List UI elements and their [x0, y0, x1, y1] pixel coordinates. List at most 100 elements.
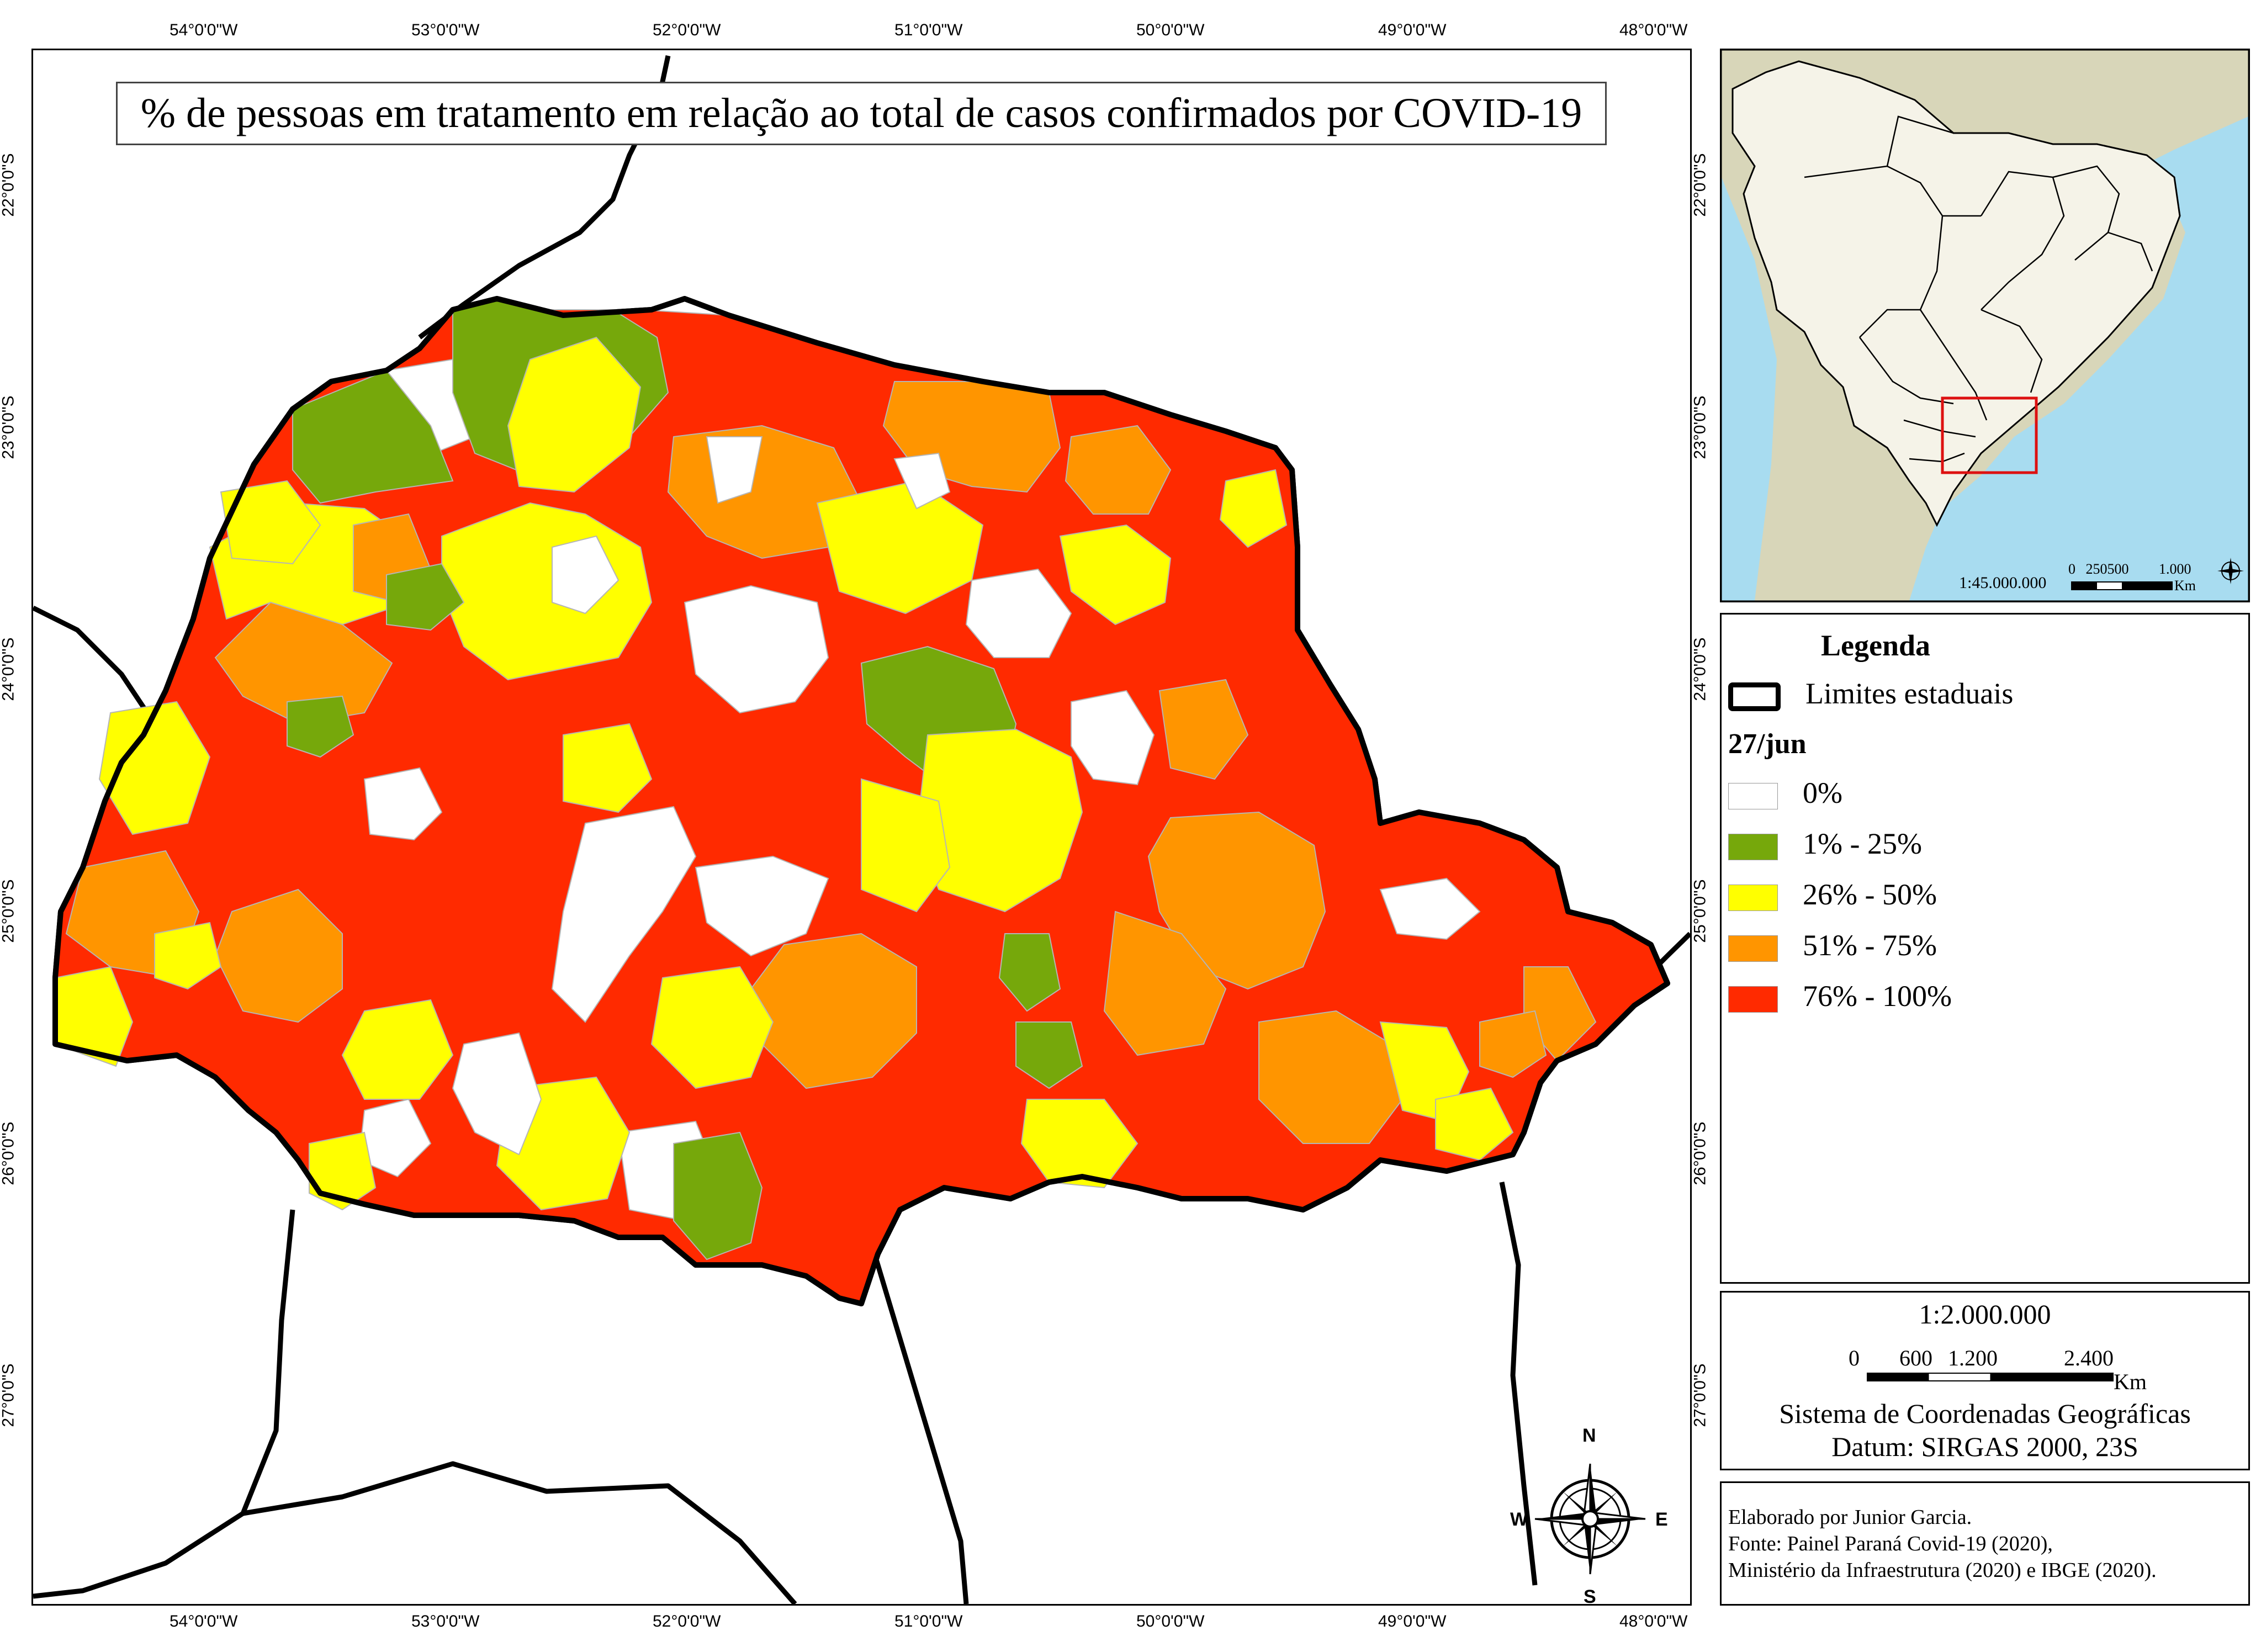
boundary-sc-mid — [859, 1209, 969, 1604]
lat-label-left-22: 22°0'0"S — [0, 153, 18, 217]
legend-class-row: 1% - 25% — [1728, 825, 1922, 862]
municipality-region — [386, 563, 465, 631]
inset-map-svg — [1722, 50, 2248, 601]
legend-class-swatch — [1728, 833, 1778, 860]
inset-parana-highlight — [1941, 396, 2038, 474]
legend-class-label: 26% - 50% — [1803, 878, 1937, 911]
boundary-ms-west — [33, 605, 157, 726]
municipality-region — [287, 695, 354, 758]
legend-date: 27/jun — [1728, 728, 1807, 760]
municipality-region — [341, 999, 454, 1100]
inset-map: 1:45.000.000 0 250500 1.000 Km — [1720, 49, 2250, 602]
inset-ocean-east — [1909, 117, 2248, 601]
lat-label-left-24: 24°0'0"S — [0, 637, 18, 701]
coast-se — [1499, 1182, 1538, 1586]
lon-label-bottom-48: 48°0'0"W — [1619, 1612, 1688, 1630]
municipality-region — [1103, 910, 1227, 1056]
map-title: % de pessoas em tratamento em relação ao… — [116, 82, 1607, 145]
municipality-region — [893, 452, 951, 510]
scale-ratio: 1:2.000.000 — [1919, 1299, 2051, 1330]
scale-unit: Km — [2114, 1369, 2147, 1394]
legend-class-row: 51% - 75% — [1728, 927, 1937, 963]
municipality-region — [965, 568, 1072, 658]
inset-brazil — [1732, 60, 2181, 527]
legend-class-swatch — [1728, 986, 1778, 1013]
municipality-region — [650, 966, 774, 1089]
legend-boundary-row: Limites estaduais — [1728, 675, 2013, 712]
crs-line-1: Sistema de Coordenadas Geográficas — [1779, 1398, 2191, 1429]
municipality-region — [998, 933, 1061, 1012]
scale-bar — [1867, 1373, 2114, 1381]
municipality-region — [220, 480, 321, 565]
inset-state-lines — [1804, 115, 2153, 463]
compass-label-e: E — [1655, 1509, 1668, 1530]
legend-boundary-label: Limites estaduais — [1805, 677, 2014, 710]
legend-class-row: 76% - 100% — [1728, 978, 1952, 1014]
legend-class-swatch — [1728, 884, 1778, 911]
inset-scale-tick-1: 250500 — [2085, 561, 2129, 577]
municipality-region — [695, 855, 829, 957]
inset-scale-unit: Km — [2174, 578, 2196, 594]
compass-label-s: S — [1584, 1586, 1596, 1607]
municipality-region — [1479, 1010, 1547, 1078]
municipality-region — [1147, 811, 1326, 990]
lon-label-top-54: 54°0'0"W — [170, 21, 238, 39]
municipality-region — [1258, 1010, 1404, 1144]
boundary-sc-south-1 — [33, 1209, 295, 1599]
north-arrow: N S W E — [1510, 1425, 1668, 1607]
main-map: % de pessoas em tratamento em relação ao… — [31, 49, 1692, 1607]
scale-panel: 1:2.000.000 0 600 1.200 2.400 Km Sistema… — [1720, 1291, 2250, 1470]
municipality-region — [1065, 425, 1172, 515]
municipality-region — [684, 585, 829, 714]
lon-label-top-51: 51°0'0"W — [894, 21, 963, 39]
municipality-region — [363, 767, 443, 841]
municipality-region — [1435, 1087, 1514, 1161]
scale-tick-0: 0 — [1849, 1346, 1860, 1370]
municipality-region — [551, 806, 697, 1023]
lat-label-right-23: 23°0'0"S — [1691, 395, 1709, 459]
lon-label-top-48: 48°0'0"W — [1619, 21, 1688, 39]
lon-label-bottom-52: 52°0'0"W — [653, 1612, 721, 1630]
inset-scale-tick-2: 1.000 — [2159, 561, 2191, 577]
municipality-region — [563, 723, 653, 813]
inset-scale-ticks: 0 250500 1.000 — [2068, 561, 2191, 578]
lon-label-bottom-51: 51°0'0"W — [894, 1612, 963, 1630]
lon-label-bottom-49: 49°0'0"W — [1378, 1612, 1447, 1630]
neighbor-state-boundaries — [33, 55, 1690, 1604]
municipality-region — [309, 1131, 377, 1211]
lon-label-top-50: 50°0'0"W — [1136, 21, 1205, 39]
municipality-region — [1071, 690, 1155, 786]
lat-label-right-22: 22°0'0"S — [1691, 153, 1709, 217]
municipality-region — [552, 535, 619, 615]
credit-source-2: Ministério da Infraestrutura (2020) e IB… — [1728, 1559, 2157, 1582]
municipality-region — [1059, 524, 1172, 626]
lat-label-right-26: 26°0'0"S — [1691, 1121, 1709, 1185]
inset-scale-ratio: 1:45.000.000 — [1959, 574, 2047, 592]
lat-label-right-24: 24°0'0"S — [1691, 637, 1709, 701]
municipality-region — [1015, 1021, 1083, 1089]
legend-class-label: 1% - 25% — [1803, 827, 1922, 860]
municipality-region — [1158, 679, 1249, 780]
legend-class-label: 51% - 75% — [1803, 929, 1937, 962]
inset-scale-tick-0: 0 — [2068, 561, 2075, 577]
municipality-region — [507, 336, 642, 493]
boundary-sc-south-2 — [242, 1461, 797, 1604]
lat-label-left-25: 25°0'0"S — [0, 879, 18, 943]
scale-ticks: 0 600 1.200 2.400 — [1849, 1345, 2136, 1373]
credit-source-1: Fonte: Painel Paraná Covid-19 (2020), — [1728, 1532, 2053, 1555]
lon-label-top-52: 52°0'0"W — [653, 21, 721, 39]
legend-panel: Legenda Limites estaduais 27/jun 0% 1% - … — [1720, 613, 2250, 1284]
legend-class-label: 76% - 100% — [1803, 979, 1952, 1013]
lat-label-left-23: 23°0'0"S — [0, 395, 18, 459]
crs-line-2: Datum: SIRGAS 2000, 23S — [1831, 1431, 2138, 1462]
lat-label-left-27: 27°0'0"S — [0, 1363, 18, 1427]
municipality-region — [706, 436, 763, 504]
credits-panel: Elaborado por Junior Garcia. Fonte: Pain… — [1720, 1481, 2250, 1606]
credit-author: Elaborado por Junior Garcia. — [1728, 1506, 1972, 1529]
legend-class-swatch — [1728, 935, 1778, 962]
lat-label-right-25: 25°0'0"S — [1691, 879, 1709, 943]
municipality-region — [861, 778, 951, 913]
legend-class-swatch — [1728, 782, 1778, 809]
lon-label-bottom-53: 53°0'0"W — [411, 1612, 480, 1630]
lon-label-top-49: 49°0'0"W — [1378, 21, 1447, 39]
